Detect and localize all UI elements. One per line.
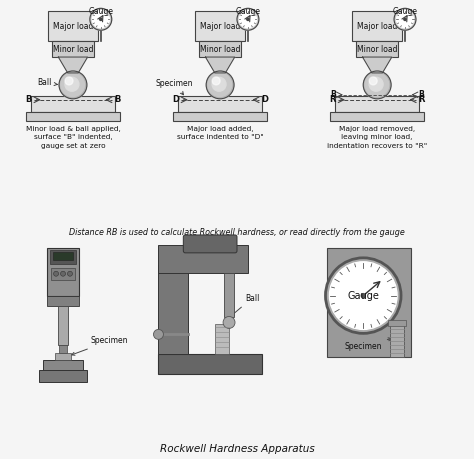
Text: Minor load: Minor load	[53, 45, 93, 54]
Circle shape	[365, 73, 389, 96]
FancyBboxPatch shape	[173, 112, 267, 121]
FancyBboxPatch shape	[178, 96, 262, 112]
FancyBboxPatch shape	[388, 320, 406, 326]
Circle shape	[237, 8, 259, 30]
FancyBboxPatch shape	[47, 248, 79, 296]
Text: B: B	[25, 95, 32, 104]
FancyBboxPatch shape	[328, 248, 411, 357]
Text: Major load added,
surface indented to "D": Major load added, surface indented to "D…	[177, 126, 264, 140]
FancyBboxPatch shape	[195, 11, 245, 41]
Circle shape	[404, 18, 406, 21]
Circle shape	[369, 77, 377, 85]
FancyBboxPatch shape	[50, 250, 76, 264]
Circle shape	[329, 262, 397, 330]
Text: B: B	[419, 90, 424, 99]
Text: Specimen: Specimen	[345, 338, 392, 351]
Circle shape	[239, 11, 256, 28]
Text: D: D	[261, 95, 268, 104]
Circle shape	[54, 271, 59, 276]
Circle shape	[247, 18, 249, 21]
FancyBboxPatch shape	[183, 235, 237, 253]
FancyBboxPatch shape	[390, 325, 404, 357]
Circle shape	[361, 294, 365, 297]
Text: D: D	[172, 95, 179, 104]
FancyBboxPatch shape	[215, 325, 229, 354]
Text: Gauge: Gauge	[347, 291, 379, 301]
FancyBboxPatch shape	[335, 96, 419, 112]
Circle shape	[90, 8, 112, 30]
FancyBboxPatch shape	[330, 112, 424, 121]
Polygon shape	[206, 57, 235, 73]
Circle shape	[206, 71, 234, 99]
FancyBboxPatch shape	[59, 345, 67, 353]
Circle shape	[61, 73, 84, 96]
Circle shape	[59, 71, 87, 99]
FancyBboxPatch shape	[47, 296, 79, 306]
Text: Major load: Major load	[200, 22, 240, 31]
Text: Major load: Major load	[357, 22, 397, 31]
FancyBboxPatch shape	[356, 41, 398, 57]
Text: R: R	[329, 95, 336, 104]
Circle shape	[92, 11, 109, 28]
Text: Rockwell Hardness Apparatus: Rockwell Hardness Apparatus	[160, 444, 314, 453]
Text: Minor load: Minor load	[357, 45, 397, 54]
Polygon shape	[58, 57, 88, 73]
FancyBboxPatch shape	[158, 354, 262, 374]
FancyBboxPatch shape	[48, 11, 98, 41]
Text: Major load: Major load	[53, 22, 93, 31]
Circle shape	[369, 77, 383, 91]
FancyBboxPatch shape	[58, 306, 68, 345]
Text: Ball: Ball	[37, 78, 57, 87]
FancyBboxPatch shape	[224, 273, 234, 318]
Text: B: B	[330, 90, 336, 99]
Text: R: R	[419, 95, 425, 104]
Text: Specimen: Specimen	[72, 336, 128, 355]
Circle shape	[65, 77, 79, 91]
Circle shape	[61, 271, 65, 276]
Circle shape	[326, 258, 401, 333]
Text: Major load removed,
leaving minor load,
indentation recovers to "R": Major load removed, leaving minor load, …	[327, 126, 427, 149]
Circle shape	[223, 316, 235, 328]
FancyBboxPatch shape	[31, 96, 115, 112]
Circle shape	[100, 18, 102, 21]
Circle shape	[65, 77, 73, 85]
Text: Gauge: Gauge	[392, 7, 418, 17]
Circle shape	[363, 71, 391, 99]
Text: Gauge: Gauge	[236, 7, 260, 17]
Circle shape	[67, 271, 73, 276]
FancyBboxPatch shape	[53, 252, 73, 260]
Text: Gauge: Gauge	[88, 7, 113, 17]
Text: Minor load & ball applied,
surface "B" indented,
gauge set at zero: Minor load & ball applied, surface "B" i…	[26, 126, 120, 149]
FancyBboxPatch shape	[52, 41, 94, 57]
FancyBboxPatch shape	[43, 360, 83, 370]
Circle shape	[154, 330, 164, 339]
FancyBboxPatch shape	[39, 370, 87, 382]
FancyBboxPatch shape	[199, 41, 241, 57]
Circle shape	[394, 8, 416, 30]
Circle shape	[208, 73, 232, 96]
FancyBboxPatch shape	[26, 112, 120, 121]
Text: Ball: Ball	[231, 294, 259, 316]
FancyBboxPatch shape	[158, 265, 188, 354]
Text: Minor load: Minor load	[200, 45, 240, 54]
FancyBboxPatch shape	[352, 11, 402, 41]
Circle shape	[212, 77, 226, 91]
FancyBboxPatch shape	[158, 245, 248, 273]
Text: Distance RB is used to calculate Rockwell hardness, or read directly from the ga: Distance RB is used to calculate Rockwel…	[69, 228, 405, 237]
Polygon shape	[363, 57, 392, 73]
Circle shape	[212, 77, 220, 85]
FancyBboxPatch shape	[51, 268, 75, 280]
Text: B: B	[114, 95, 120, 104]
Text: Specimen: Specimen	[156, 79, 193, 95]
FancyBboxPatch shape	[55, 353, 71, 360]
Circle shape	[396, 11, 413, 28]
